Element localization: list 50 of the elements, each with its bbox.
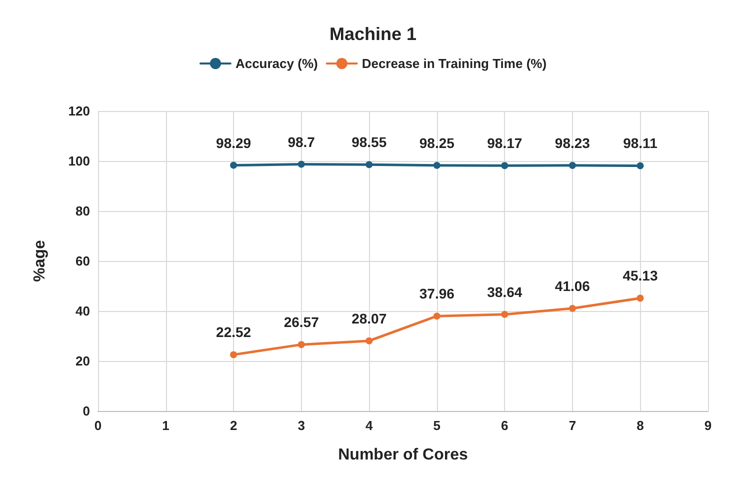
y-tick-label: 60 xyxy=(76,254,90,268)
data-label: 37.96 xyxy=(419,286,455,302)
point xyxy=(298,160,305,168)
data-label: 98.55 xyxy=(352,134,387,150)
data-label: 28.07 xyxy=(352,310,387,326)
data-label: 45.13 xyxy=(622,268,658,284)
data-label: 98.23 xyxy=(554,134,590,151)
x-tick-label: 4 xyxy=(365,418,374,433)
point xyxy=(433,312,440,320)
point xyxy=(366,337,373,344)
x-tick-label: 9 xyxy=(704,418,712,433)
data-label: 98.11 xyxy=(623,135,658,152)
x-tick-label: 5 xyxy=(433,418,441,433)
point xyxy=(433,162,440,169)
y-tick-label: 0 xyxy=(82,404,90,418)
point xyxy=(298,341,305,348)
y-tick-label: 120 xyxy=(68,104,90,118)
data-label: 26.57 xyxy=(284,314,320,330)
x-tick-label: 8 xyxy=(636,418,644,433)
point xyxy=(501,310,508,318)
x-tick-label: 0 xyxy=(94,418,102,433)
point xyxy=(568,304,576,312)
data-label: 98.17 xyxy=(487,135,522,152)
data-label: 22.52 xyxy=(216,324,252,340)
data-label: 98.29 xyxy=(216,134,252,151)
data-label: 41.06 xyxy=(554,278,590,294)
x-tick-label: 1 xyxy=(162,418,170,433)
x-tick-label: 3 xyxy=(298,418,305,433)
x-axis-title: Number of Cores xyxy=(338,446,468,464)
data-label: 98.7 xyxy=(288,134,316,150)
data-label: 98.25 xyxy=(419,134,455,151)
data-label: 38.64 xyxy=(487,284,522,300)
point xyxy=(501,162,508,170)
x-tick-label: 7 xyxy=(568,418,576,433)
y-tick-label: 20 xyxy=(76,354,90,368)
y-tick-label: 100 xyxy=(68,154,90,168)
y-tick-label: 40 xyxy=(76,304,90,318)
point xyxy=(230,162,238,169)
point xyxy=(230,351,238,358)
point xyxy=(636,294,644,302)
point xyxy=(568,162,576,169)
legend-label: Decrease in Training Time (%) xyxy=(362,56,547,71)
point xyxy=(636,162,644,170)
point xyxy=(366,161,373,168)
y-tick-label: 80 xyxy=(76,204,90,218)
x-tick-label: 2 xyxy=(230,418,238,433)
chart-title: Machine 1 xyxy=(329,24,417,44)
x-tick-label: 6 xyxy=(501,418,508,433)
y-axis-title: %age xyxy=(32,240,48,282)
legend-label: Accuracy (%) xyxy=(235,56,318,71)
